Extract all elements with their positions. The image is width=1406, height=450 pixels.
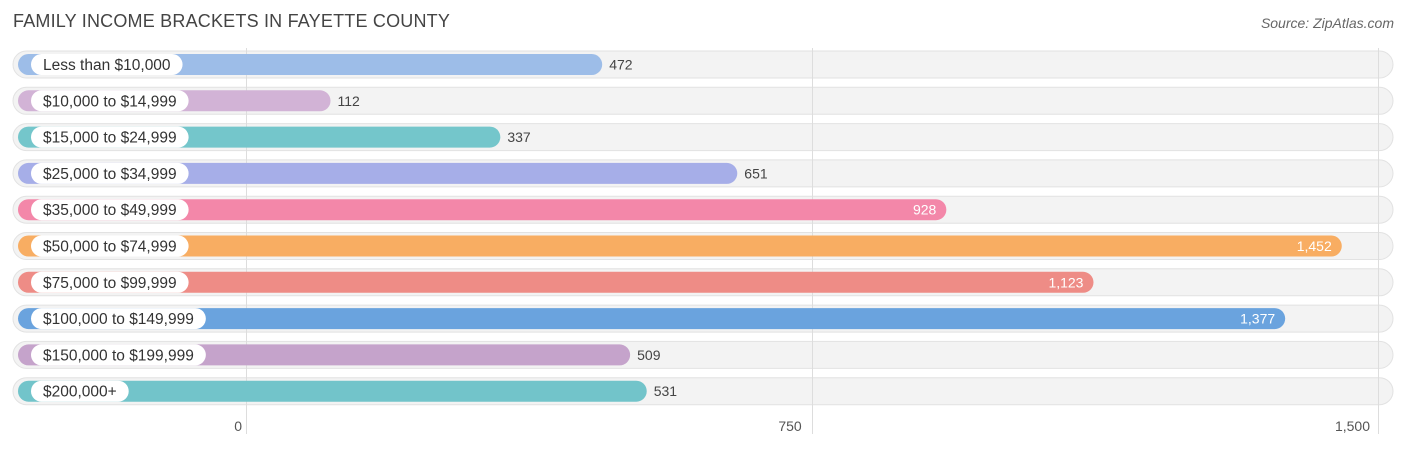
bar[interactable]: [18, 380, 647, 402]
category-label: $35,000 to $49,999: [43, 202, 177, 219]
bar[interactable]: [18, 199, 947, 221]
category-pill: [31, 308, 206, 330]
value-label: 337: [507, 129, 531, 145]
category-label: $75,000 to $99,999: [43, 275, 177, 292]
category-label: $200,000+: [43, 384, 117, 401]
value-label: 472: [609, 57, 633, 73]
category-label: $100,000 to $149,999: [43, 311, 194, 328]
category-pill: [31, 344, 206, 366]
category-pill: [31, 162, 189, 184]
bar[interactable]: [18, 271, 1094, 293]
bar[interactable]: [18, 235, 1342, 257]
category-label: Less than $10,000: [43, 57, 171, 74]
bar[interactable]: [18, 308, 1286, 330]
value-label: 531: [654, 383, 678, 399]
value-label: 1,452: [1297, 238, 1332, 254]
row-track: [12, 86, 1394, 115]
category-label: $50,000 to $74,999: [43, 239, 177, 256]
value-label: 112: [338, 93, 361, 109]
value-label: 928: [913, 202, 937, 218]
chart-title: FAMILY INCOME BRACKETS IN FAYETTE COUNTY: [13, 11, 451, 31]
category-pill: [31, 126, 189, 148]
category-label: $25,000 to $34,999: [43, 166, 177, 183]
value-label: 1,123: [1048, 274, 1083, 290]
x-tick-label: 750: [778, 418, 802, 434]
x-tick-label: 1,500: [1335, 418, 1370, 434]
category-pill: [31, 271, 189, 293]
category-pill: [31, 235, 189, 257]
value-label: 1,377: [1240, 311, 1275, 327]
category-pill: [31, 54, 183, 75]
category-pill: [31, 199, 189, 221]
category-label: $150,000 to $199,999: [43, 347, 194, 364]
category-pill: [31, 380, 129, 402]
value-label: 509: [637, 347, 661, 363]
bar[interactable]: [18, 162, 738, 184]
category-label: $10,000 to $14,999: [43, 93, 177, 110]
category-pill: [31, 90, 189, 112]
source-note: Source: ZipAtlas.com: [1260, 15, 1394, 31]
category-label: $15,000 to $24,999: [43, 130, 177, 147]
x-tick-label: 0: [234, 418, 242, 434]
value-label: 651: [744, 165, 768, 181]
